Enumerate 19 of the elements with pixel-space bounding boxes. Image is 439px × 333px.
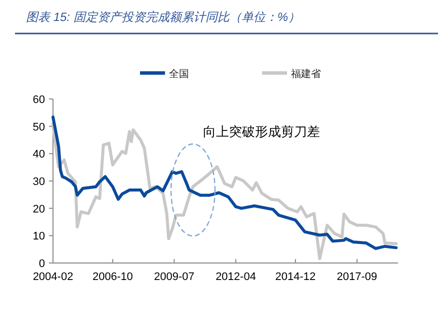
annotation: 向上突破形成剪刀差 <box>203 124 320 139</box>
ytick: 10 <box>32 230 45 243</box>
xtick: 2017-09 <box>336 271 378 283</box>
ytick: 0 <box>38 258 45 270</box>
xtick: 2014-12 <box>275 271 316 283</box>
legend-label: 全国 <box>169 68 189 80</box>
ytick: 30 <box>32 176 45 188</box>
legend-item: 福建省 <box>262 69 321 80</box>
xtick: 2012-04 <box>216 271 256 283</box>
legend-item: 全国 <box>140 69 189 80</box>
legend-label: 福建省 <box>291 68 321 80</box>
ytick: 20 <box>32 203 45 216</box>
xtick: 2006-10 <box>92 271 133 283</box>
title: 图表 15: 固定资产投资完成额累计同比（单位：%） <box>26 10 300 24</box>
ytick: 60 <box>32 94 45 106</box>
xtick: 2009-07 <box>154 271 194 283</box>
ytick: 40 <box>32 148 45 161</box>
ytick: 50 <box>32 121 45 134</box>
xtick: 2004-02 <box>32 271 74 283</box>
